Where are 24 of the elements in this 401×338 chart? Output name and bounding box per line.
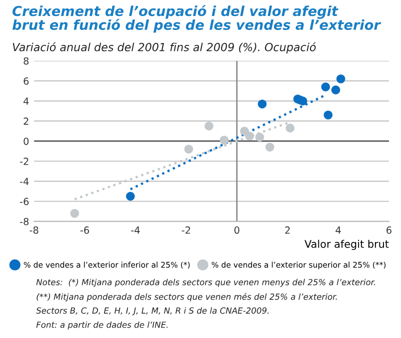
- x-tick-label: -4: [131, 226, 140, 234]
- x-tick-label: -6: [80, 226, 90, 234]
- x-tick-label: 2: [285, 226, 290, 234]
- x-tick-label: 6: [386, 226, 392, 234]
- chart-title: Creixement de l’ocupació i del valor afegit brut en funció del pes de les vendes a l’exterior: [12, 5, 382, 33]
- y-tick-label: 8: [24, 57, 29, 65]
- x-tick-label: -2: [182, 226, 190, 234]
- y-tick-label: -4: [20, 178, 29, 185]
- y-tick-label: -2: [20, 158, 28, 165]
- text: Font: a partir de dades de l’INE.: [36, 321, 168, 330]
- x-tick-label: 0: [234, 226, 240, 234]
- y-tick-label: 0: [24, 138, 29, 145]
- text: Notes: (*) Mitjana ponderada dels sectors que venen menys del 25% a l’exterior.: [36, 278, 375, 287]
- x-tick-label: -8: [30, 226, 38, 234]
- y-tick-label: 2: [24, 118, 28, 125]
- text: (**) Mitjana ponderada dels sectors que venen més del 25% a l’exterior.: [36, 293, 337, 302]
- y-tick-label: -8: [20, 218, 29, 226]
- chart-subtitle: Variació anual des del 2001 fins al 2009 (%). Ocupació: [12, 42, 316, 54]
- y-tick-label: 4: [24, 98, 29, 105]
- y-tick-label: 6: [24, 77, 29, 85]
- text: Sectors B, C, D, E, H, I, J, L, M, N, R i S de la CNAE-2009.: [36, 307, 269, 316]
- x-axis-title: Valor afegit brut: [304, 240, 389, 250]
- y-tick-label: -6: [20, 198, 29, 206]
- x-tick-label: 4: [336, 226, 341, 234]
